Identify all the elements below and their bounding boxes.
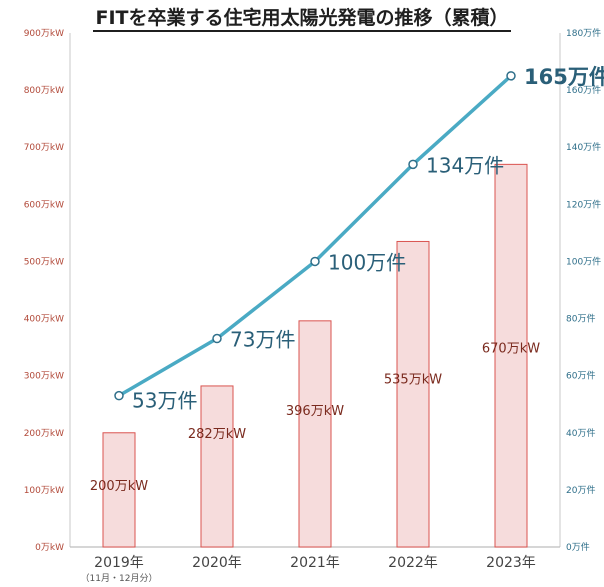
left-tick-label: 600万kW (24, 200, 64, 210)
left-tick-label: 100万kW (24, 486, 64, 496)
bar-data-label: 396万kW (286, 404, 344, 419)
line-point (310, 256, 320, 267)
bar-data-label: 200万kW (90, 479, 148, 494)
x-tick-note: （11月・12月分） (81, 573, 158, 584)
left-tick-label: 400万kW (24, 315, 64, 325)
bar (102, 432, 136, 548)
right-tick-label: 120万件 (566, 198, 601, 210)
bar (298, 320, 332, 548)
left-tick-label: 900万kW (24, 29, 64, 39)
line-point (408, 159, 418, 170)
right-tick-label: 20万件 (566, 484, 595, 496)
line-data-label: 165万件 (524, 65, 604, 89)
left-tick-label: 0万kW (35, 543, 64, 553)
right-tick-label: 180万件 (566, 27, 601, 39)
line-point (114, 390, 124, 401)
line-point (506, 71, 516, 81)
bar (200, 385, 234, 548)
right-tick-label: 40万件 (566, 427, 595, 439)
right-tick-label: 100万件 (566, 255, 601, 267)
chart-title: FITを卒業する住宅用太陽光発電の推移（累積） (0, 3, 604, 32)
x-tick-label: 2022年 (388, 555, 438, 571)
right-tick-label: 80万件 (566, 313, 595, 325)
bar (396, 240, 430, 548)
bar-data-label: 282万kW (188, 427, 246, 442)
line-data-label: 73万件 (230, 328, 295, 352)
line-data-label: 53万件 (132, 389, 197, 413)
left-tick-label: 800万kW (24, 86, 64, 96)
line-data-label: 100万件 (328, 250, 406, 274)
right-tick-label: 0万件 (566, 541, 590, 553)
right-tick-label: 160万件 (566, 84, 601, 96)
x-tick-label: 2021年 (290, 555, 340, 571)
x-tick-label: 2023年 (486, 555, 536, 571)
left-tick-label: 200万kW (24, 429, 64, 439)
left-tick-label: 700万kW (24, 143, 64, 153)
line-point (212, 333, 222, 344)
right-tick-label: 140万件 (566, 141, 601, 153)
bar-data-label: 535万kW (384, 372, 442, 387)
left-tick-label: 500万kW (24, 257, 64, 267)
bar-data-label: 670万kW (482, 341, 540, 356)
right-tick-label: 60万件 (566, 370, 595, 382)
bar (494, 163, 528, 548)
left-tick-label: 300万kW (24, 372, 64, 382)
x-tick-label: 2019年 (94, 555, 144, 571)
line-data-label: 134万件 (426, 153, 504, 177)
x-tick-label: 2020年 (192, 555, 242, 571)
